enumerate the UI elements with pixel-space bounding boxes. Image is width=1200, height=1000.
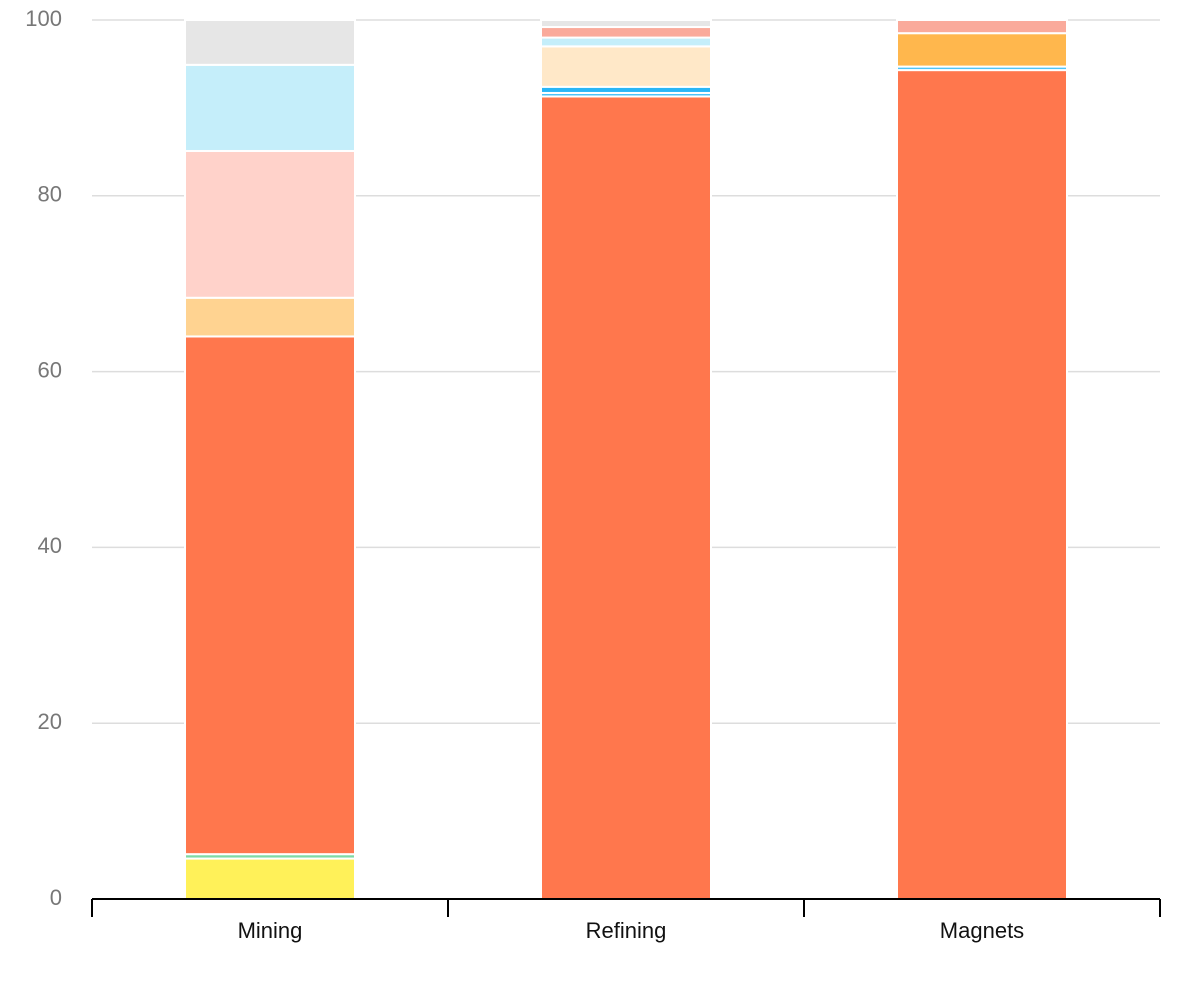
bar-segment (896, 32, 1068, 68)
bar-segment (184, 296, 356, 338)
x-tick-label: Magnets (940, 918, 1024, 943)
y-tick-label: 60 (38, 357, 62, 382)
y-tick-label: 20 (38, 709, 62, 734)
bar-segment (540, 36, 712, 48)
x-tick-label: Mining (238, 918, 303, 943)
bar-segment (184, 19, 356, 66)
x-axis: Mining Refining Magnets (91, 898, 1161, 943)
bar-segment (896, 19, 1068, 35)
y-tick-label: 80 (38, 182, 62, 207)
bar-segment (184, 335, 356, 856)
bar-segment (184, 63, 356, 152)
y-tick-label: 40 (38, 533, 62, 558)
bar-segment (540, 45, 712, 88)
bar-segment (540, 19, 712, 29)
bar-segment (184, 149, 356, 299)
y-tick-label: 100 (25, 6, 62, 31)
bar-segment (540, 26, 712, 39)
y-tick-label: 0 (50, 885, 62, 910)
bars (184, 19, 1068, 900)
bar-segment (540, 95, 712, 900)
y-axis-tick-labels: 0 20 40 60 80 100 (25, 6, 62, 910)
x-tick-label: Refining (586, 918, 667, 943)
bar-segment (896, 69, 1068, 900)
bar-segment (184, 857, 356, 900)
